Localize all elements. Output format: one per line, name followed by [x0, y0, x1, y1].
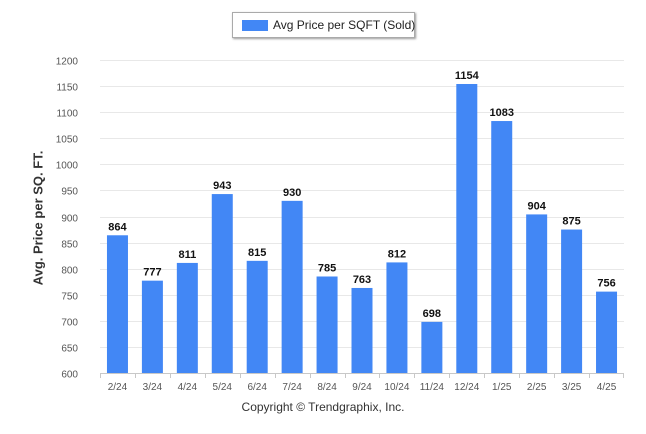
- y-tick-label: 950: [61, 187, 78, 198]
- bar: [491, 121, 513, 373]
- data-label: 815: [248, 247, 266, 259]
- bar: [141, 280, 163, 373]
- data-label: 785: [318, 262, 336, 274]
- x-axis: [100, 373, 624, 378]
- bar: [386, 262, 408, 373]
- y-tick-label: 900: [61, 214, 78, 225]
- y-tick-label: 1000: [56, 161, 79, 172]
- data-label: 811: [178, 249, 196, 261]
- y-tick-label: 850: [61, 240, 78, 251]
- bar: [351, 287, 373, 373]
- bar: [316, 276, 338, 373]
- data-label: 763: [353, 274, 371, 286]
- bar: [281, 200, 303, 373]
- bar: [246, 260, 268, 373]
- x-tick-label: 3/25: [562, 382, 582, 393]
- y-axis-title-text: Avg. Price per SQ. FT.: [30, 150, 46, 286]
- bars: [106, 83, 618, 373]
- bar: [176, 262, 198, 373]
- copyright-text: Copyright © Trendgraphix, Inc.: [241, 400, 405, 414]
- data-label: 943: [213, 180, 231, 192]
- y-tick-label: 650: [61, 344, 78, 355]
- x-tick-label: 7/24: [282, 382, 302, 393]
- legend-label: Avg Price per SQFT (Sold): [273, 18, 416, 32]
- y-tick-label: 800: [61, 266, 78, 277]
- x-tick-label: 12/24: [454, 382, 479, 393]
- x-tick-label: 2/24: [108, 382, 128, 393]
- y-tick-labels: 600 650 700 750 800 850 900 950 1000 1050 1100 1150…: [56, 57, 79, 381]
- data-label: 904: [527, 200, 546, 212]
- y-tick-label: 750: [61, 292, 78, 303]
- data-label: 864: [108, 221, 127, 233]
- x-tick-label: 2/25: [527, 382, 547, 393]
- legend-swatch: [242, 20, 268, 31]
- data-label: 875: [562, 216, 580, 228]
- data-label: 812: [388, 248, 406, 260]
- data-label: 930: [283, 187, 301, 199]
- bar: [211, 194, 233, 373]
- x-tick-label: 4/25: [597, 382, 617, 393]
- data-label: 756: [597, 278, 615, 290]
- x-tick-label: 1/25: [492, 382, 512, 393]
- x-tick-label: 3/24: [143, 382, 163, 393]
- bar: [561, 229, 583, 373]
- data-label: 777: [143, 267, 161, 279]
- data-label: 1083: [489, 107, 513, 119]
- bar: [526, 214, 548, 373]
- y-tick-label: 1150: [56, 83, 78, 94]
- legend: Avg Price per SQFT (Sold): [232, 12, 415, 38]
- y-tick-label: 600: [61, 370, 78, 381]
- y-tick-label: 1050: [56, 135, 79, 146]
- x-tick-label: 5/24: [213, 382, 233, 393]
- y-tick-label: 1100: [56, 109, 78, 120]
- y-tick-label: 1200: [56, 57, 79, 68]
- data-label: 1154: [455, 70, 480, 82]
- x-tick-labels: 2/24 3/24 4/24 5/24 6/24 7/24 8/24 9/24 10/24 11/…: [108, 382, 617, 393]
- bar: [421, 321, 443, 373]
- bar: [106, 235, 128, 373]
- bar: [456, 83, 478, 373]
- data-labels: 864 777 811 943 815 930 785 763 812 698 1154 1083 90…: [108, 70, 615, 320]
- x-tick-label: 4/24: [178, 382, 198, 393]
- bar: [596, 291, 618, 373]
- data-label: 698: [423, 308, 441, 320]
- x-tick-label: 9/24: [352, 382, 372, 393]
- x-tick-label: 10/24: [384, 382, 409, 393]
- x-tick-label: 6/24: [247, 382, 267, 393]
- x-tick-label: 11/24: [420, 382, 445, 393]
- y-tick-label: 700: [61, 318, 78, 329]
- x-tick-label: 8/24: [317, 382, 337, 393]
